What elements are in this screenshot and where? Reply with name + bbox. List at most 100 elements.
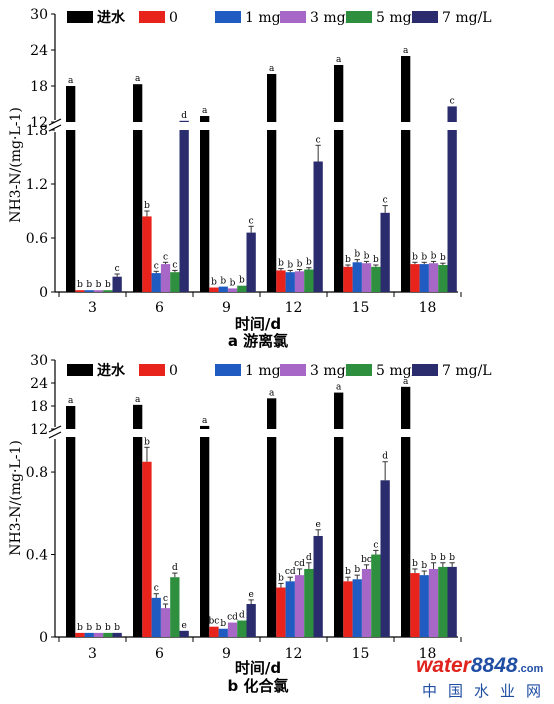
bar — [313, 161, 323, 292]
significance-letter: a — [336, 55, 342, 65]
bar — [401, 130, 411, 292]
significance-letter: b — [105, 280, 111, 290]
bar — [179, 130, 189, 292]
bar — [66, 86, 76, 122]
x-tick-label: 12 — [285, 646, 303, 662]
bar — [84, 632, 94, 637]
bar — [343, 266, 353, 292]
bar — [401, 56, 411, 122]
significance-letter: e — [248, 590, 253, 600]
legend-swatch — [346, 364, 372, 376]
bar — [227, 622, 238, 637]
significance-letter: b — [86, 623, 92, 633]
legend-swatch — [412, 11, 438, 23]
significance-letter: b — [144, 201, 150, 211]
watermark-logo: water8848.com 中国水业网 — [416, 654, 553, 700]
significance-letter: a — [135, 74, 141, 84]
bar — [112, 632, 122, 637]
bar — [294, 271, 305, 292]
x-tick-label: 3 — [88, 646, 97, 662]
significance-letter: a — [403, 377, 409, 387]
y-axis-label: NH3-N/(mg·L-1) — [8, 107, 24, 223]
significance-letter: c — [154, 261, 159, 271]
legend-swatch — [412, 364, 438, 376]
bar — [133, 437, 143, 637]
legend-swatch — [139, 364, 165, 376]
significance-letter: a — [269, 388, 275, 398]
significance-letter: b — [345, 255, 351, 265]
bar — [447, 106, 457, 122]
bar — [276, 587, 286, 637]
bar — [334, 392, 344, 429]
x-tick-label: 18 — [419, 300, 437, 316]
y-tick-label: 1.8 — [26, 123, 48, 139]
bar — [103, 632, 113, 637]
significance-letter: e — [315, 520, 320, 530]
significance-letter: a — [68, 76, 74, 86]
y-tick-label: 0.6 — [26, 231, 48, 247]
bar — [209, 287, 219, 292]
significance-letter: b — [421, 561, 427, 571]
y-tick-label: 12 — [30, 422, 48, 438]
bar — [200, 425, 210, 429]
significance-letter: d — [239, 611, 245, 621]
significance-letter: a — [202, 106, 208, 116]
significance-letter: b — [220, 619, 226, 629]
bar — [428, 568, 439, 637]
legend-swatch — [215, 364, 241, 376]
y-tick-label: 0 — [39, 630, 48, 646]
bar — [133, 404, 143, 429]
bar — [447, 566, 457, 637]
legend-label: 0 — [169, 363, 178, 379]
bar — [401, 386, 411, 429]
y-tick-label: 12 — [30, 115, 48, 131]
bar — [66, 130, 76, 292]
y-tick-label: 24 — [30, 43, 48, 59]
significance-letter: a — [403, 46, 409, 56]
significance-letter: b — [105, 623, 111, 633]
bar — [361, 568, 372, 637]
bar — [267, 74, 277, 122]
legend-swatch — [67, 11, 93, 23]
significance-letter: b — [373, 255, 379, 265]
bar — [380, 212, 390, 292]
bar — [343, 581, 353, 637]
significance-letter: d — [181, 111, 187, 121]
panel-caption: a 游离氯 — [228, 332, 288, 350]
significance-letter: c — [249, 216, 254, 226]
significance-letter: b — [431, 553, 437, 563]
bar — [84, 290, 94, 292]
significance-letter: d — [172, 563, 178, 573]
legend-swatch — [280, 11, 306, 23]
bar — [170, 272, 180, 292]
bar — [170, 577, 180, 637]
significance-letter: b — [440, 253, 446, 263]
significance-letter: b — [278, 573, 284, 583]
bar — [371, 554, 381, 637]
bar — [304, 269, 314, 292]
significance-letter: b — [306, 258, 312, 268]
bar — [334, 130, 344, 292]
bar — [313, 535, 323, 637]
bar — [93, 632, 104, 637]
significance-letter: c — [154, 584, 159, 594]
axis-break-mark — [48, 431, 62, 439]
bar — [371, 266, 381, 292]
bar — [304, 568, 314, 637]
significance-letter: b — [220, 277, 226, 287]
bar — [246, 604, 256, 637]
y-axis-label: NH3-N/(mg·L-1) — [8, 440, 24, 556]
y-tick-label: 30 — [30, 7, 48, 23]
significance-letter: c — [163, 594, 168, 604]
bar — [401, 437, 411, 637]
legend-swatch — [280, 364, 306, 376]
significance-letter: b — [96, 280, 102, 290]
bar — [294, 575, 305, 637]
significance-letter: c — [383, 196, 388, 206]
legend-swatch — [139, 11, 165, 23]
significance-letter: b — [412, 559, 418, 569]
significance-letter: c — [115, 264, 120, 274]
significance-letter: b — [144, 437, 150, 447]
